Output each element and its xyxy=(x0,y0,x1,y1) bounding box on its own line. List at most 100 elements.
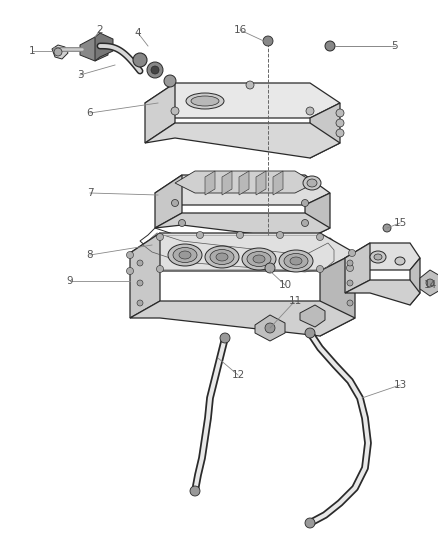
Polygon shape xyxy=(345,243,420,270)
Polygon shape xyxy=(305,193,330,240)
Polygon shape xyxy=(222,171,232,195)
Ellipse shape xyxy=(279,250,313,272)
Text: 11: 11 xyxy=(288,296,302,306)
Circle shape xyxy=(325,41,335,51)
Circle shape xyxy=(265,263,275,273)
Ellipse shape xyxy=(191,96,219,106)
Polygon shape xyxy=(155,175,182,228)
Circle shape xyxy=(276,231,283,238)
Polygon shape xyxy=(155,213,330,240)
Circle shape xyxy=(301,199,308,206)
Polygon shape xyxy=(80,37,108,61)
Circle shape xyxy=(127,268,134,274)
Circle shape xyxy=(179,220,186,227)
Circle shape xyxy=(305,328,315,338)
Ellipse shape xyxy=(216,253,228,261)
Circle shape xyxy=(156,265,163,272)
Ellipse shape xyxy=(307,179,317,187)
Circle shape xyxy=(336,119,344,127)
Circle shape xyxy=(133,53,147,67)
Ellipse shape xyxy=(242,248,276,270)
Ellipse shape xyxy=(186,93,224,109)
Polygon shape xyxy=(130,233,355,271)
Circle shape xyxy=(172,199,179,206)
Circle shape xyxy=(54,48,62,56)
Polygon shape xyxy=(145,83,340,118)
Circle shape xyxy=(151,66,159,74)
Polygon shape xyxy=(239,171,249,195)
Text: 14: 14 xyxy=(424,280,437,290)
Text: 1: 1 xyxy=(28,46,35,56)
Circle shape xyxy=(347,280,353,286)
Circle shape xyxy=(137,300,143,306)
Circle shape xyxy=(190,486,200,496)
Circle shape xyxy=(127,252,134,259)
Circle shape xyxy=(426,279,434,287)
Text: 13: 13 xyxy=(393,380,406,390)
Circle shape xyxy=(347,260,353,266)
Polygon shape xyxy=(155,175,330,205)
Circle shape xyxy=(336,109,344,117)
Circle shape xyxy=(301,220,308,227)
Circle shape xyxy=(197,231,204,238)
Text: 12: 12 xyxy=(231,370,245,380)
Text: 10: 10 xyxy=(279,280,292,290)
Polygon shape xyxy=(256,171,266,195)
Polygon shape xyxy=(95,33,113,61)
Ellipse shape xyxy=(210,249,234,264)
Circle shape xyxy=(265,323,275,333)
Polygon shape xyxy=(273,171,283,195)
Polygon shape xyxy=(52,45,68,59)
Text: 7: 7 xyxy=(87,188,93,198)
Polygon shape xyxy=(420,270,438,296)
Polygon shape xyxy=(320,253,355,336)
Circle shape xyxy=(346,264,353,271)
Circle shape xyxy=(147,62,163,78)
Text: 5: 5 xyxy=(392,41,398,51)
Ellipse shape xyxy=(290,257,302,265)
Text: 6: 6 xyxy=(87,108,93,118)
Circle shape xyxy=(306,107,314,115)
Circle shape xyxy=(305,518,315,528)
Polygon shape xyxy=(255,315,285,341)
Polygon shape xyxy=(300,305,325,327)
Text: 9: 9 xyxy=(67,276,73,286)
Ellipse shape xyxy=(205,246,239,268)
Circle shape xyxy=(137,260,143,266)
Circle shape xyxy=(137,280,143,286)
Circle shape xyxy=(171,107,179,115)
Circle shape xyxy=(347,300,353,306)
Circle shape xyxy=(246,81,254,89)
Circle shape xyxy=(164,75,176,87)
Ellipse shape xyxy=(303,176,321,190)
Circle shape xyxy=(383,224,391,232)
Polygon shape xyxy=(130,301,355,336)
Polygon shape xyxy=(205,171,215,195)
Circle shape xyxy=(237,231,244,238)
Circle shape xyxy=(156,233,163,240)
Text: 16: 16 xyxy=(233,25,247,35)
Polygon shape xyxy=(130,233,160,318)
Circle shape xyxy=(336,129,344,137)
Circle shape xyxy=(349,249,356,256)
Text: 4: 4 xyxy=(135,28,141,38)
Polygon shape xyxy=(410,258,420,305)
Ellipse shape xyxy=(168,244,202,266)
Polygon shape xyxy=(310,103,340,158)
Text: 8: 8 xyxy=(87,250,93,260)
Polygon shape xyxy=(345,280,420,305)
Text: 3: 3 xyxy=(77,70,83,80)
Ellipse shape xyxy=(284,254,308,269)
Ellipse shape xyxy=(395,257,405,265)
Ellipse shape xyxy=(253,255,265,263)
Text: 2: 2 xyxy=(97,25,103,35)
Ellipse shape xyxy=(173,247,197,262)
Ellipse shape xyxy=(247,252,271,266)
Polygon shape xyxy=(345,243,370,293)
Polygon shape xyxy=(175,171,315,193)
Ellipse shape xyxy=(374,254,382,260)
Polygon shape xyxy=(145,123,340,158)
Ellipse shape xyxy=(179,251,191,259)
Circle shape xyxy=(263,36,273,46)
Circle shape xyxy=(220,333,230,343)
